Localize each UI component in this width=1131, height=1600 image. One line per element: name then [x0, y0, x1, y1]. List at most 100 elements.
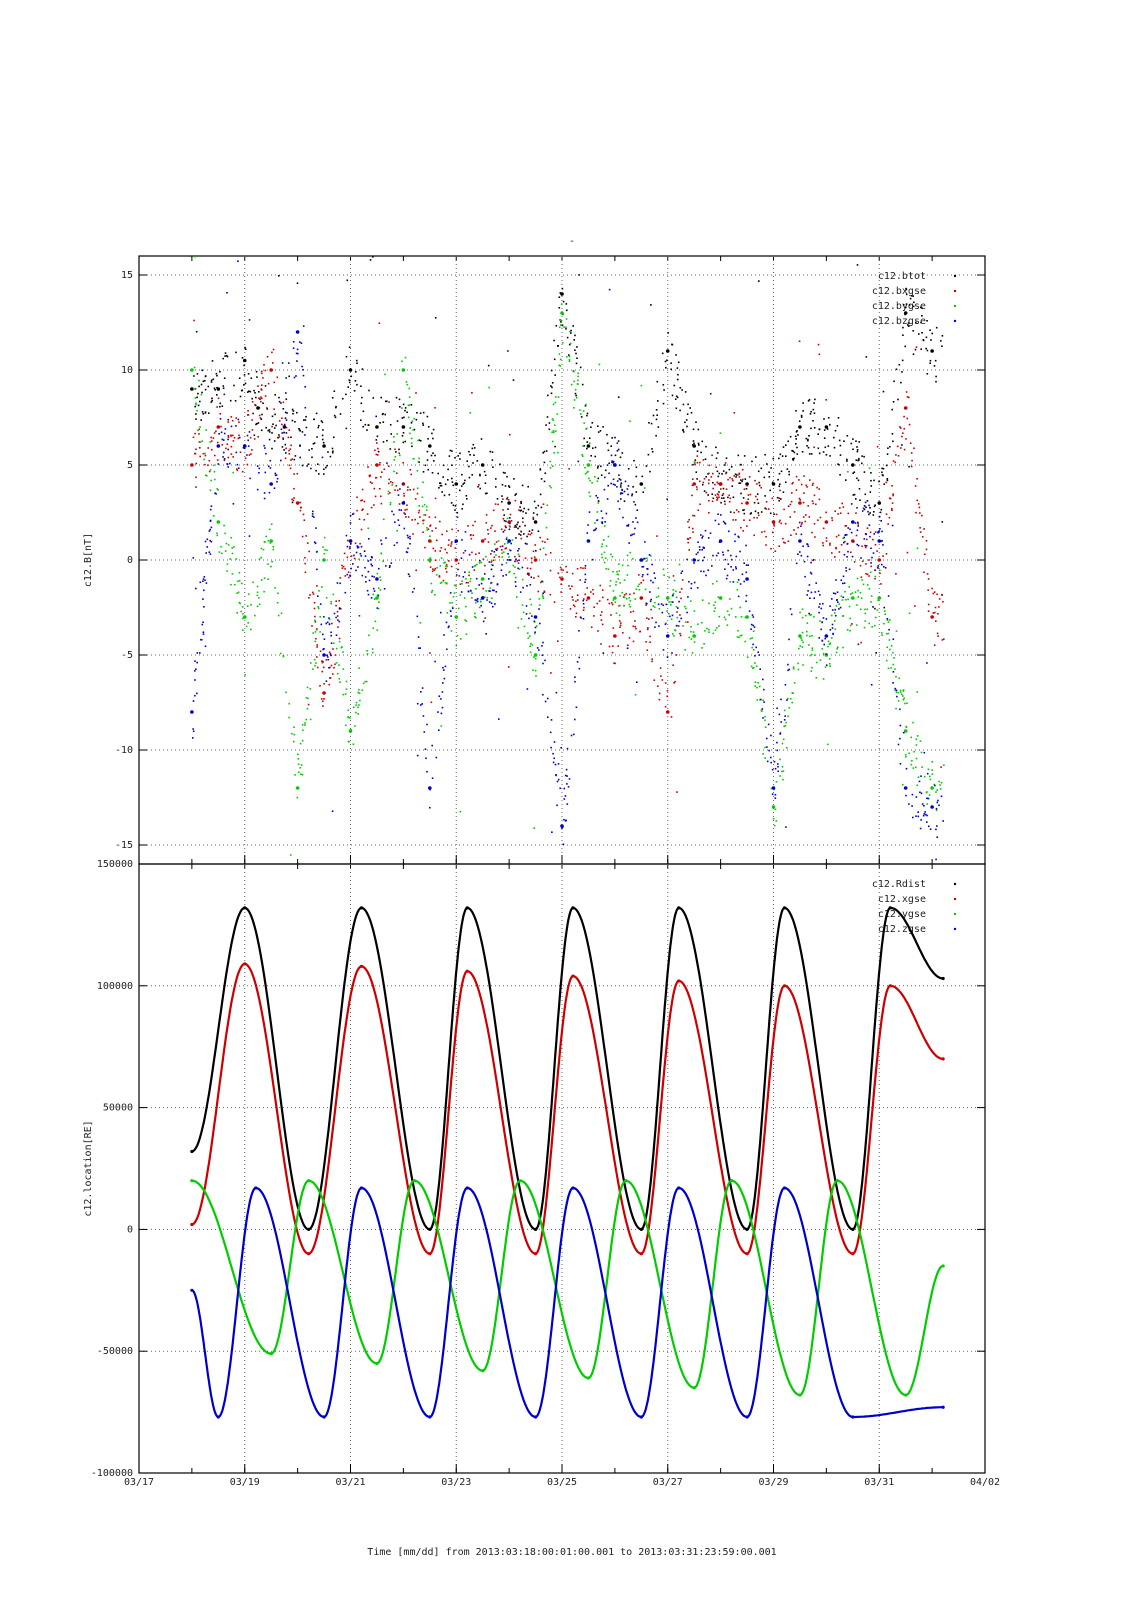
- data-point: [802, 410, 804, 412]
- data-point: [332, 648, 334, 650]
- data-point: [863, 538, 866, 540]
- data-point: [442, 464, 445, 467]
- data-point: [848, 586, 850, 588]
- data-point: [446, 565, 448, 568]
- data-point: [544, 659, 546, 662]
- data-point: [597, 425, 599, 427]
- data-point: [479, 487, 481, 490]
- data-point: [912, 353, 915, 355]
- data-point: [283, 431, 285, 434]
- data-point: [617, 440, 620, 442]
- data-point: [388, 465, 390, 468]
- data-point: [616, 486, 618, 488]
- data-point: [690, 638, 693, 640]
- data-point: [941, 1405, 945, 1409]
- data-point: [300, 506, 302, 509]
- data-point: [712, 583, 714, 585]
- data-point: [204, 540, 207, 543]
- data-point: [512, 379, 515, 381]
- data-point: [575, 397, 578, 399]
- data-point: [568, 343, 571, 346]
- data-point: [437, 472, 439, 475]
- data-point: [334, 416, 337, 419]
- data-point: [416, 470, 419, 472]
- data-point: [738, 476, 741, 478]
- data-point: [722, 554, 725, 556]
- y-axis-label: c12.location[RE]: [83, 1120, 94, 1216]
- data-point: [742, 530, 744, 532]
- data-point: [583, 598, 585, 600]
- data-point: [235, 417, 237, 419]
- data-point: [321, 586, 323, 588]
- data-point: [874, 575, 877, 578]
- data-point: [746, 484, 748, 487]
- data-point: [263, 364, 265, 366]
- data-point: [509, 433, 511, 436]
- data-point: [669, 615, 671, 618]
- data-point: [356, 545, 359, 547]
- data-point: [739, 482, 742, 484]
- data-point: [285, 419, 288, 421]
- data-point: [601, 545, 603, 548]
- data-point: [691, 444, 694, 446]
- data-point: [582, 599, 584, 602]
- data-point: [715, 580, 718, 583]
- data-point: [843, 553, 846, 556]
- data-point: [760, 709, 763, 712]
- data-point: [895, 707, 897, 710]
- data-point: [263, 577, 266, 579]
- data-point: [397, 519, 400, 521]
- trend-point: [692, 482, 696, 486]
- data-point: [260, 556, 262, 559]
- data-point: [690, 587, 692, 590]
- data-point: [520, 502, 522, 505]
- data-point: [291, 419, 294, 422]
- data-point: [869, 512, 871, 514]
- data-point: [308, 550, 310, 553]
- data-point: [250, 453, 252, 455]
- data-point: [339, 413, 342, 415]
- data-point: [440, 581, 443, 584]
- data-point: [490, 553, 492, 555]
- data-point: [421, 505, 424, 508]
- data-point: [392, 513, 395, 516]
- data-point: [277, 614, 280, 617]
- data-point: [703, 643, 705, 645]
- data-point: [416, 487, 419, 490]
- data-point: [194, 432, 196, 435]
- data-point: [650, 555, 652, 557]
- data-point: [824, 446, 827, 449]
- data-point: [495, 478, 497, 480]
- data-point: [842, 646, 844, 649]
- data-point: [545, 553, 547, 556]
- data-point: [570, 734, 573, 737]
- data-point: [856, 507, 858, 509]
- data-point: [534, 544, 536, 546]
- data-point: [603, 551, 606, 554]
- data-point: [295, 352, 298, 355]
- data-point: [251, 429, 254, 431]
- data-point: [311, 513, 314, 515]
- data-point: [718, 496, 720, 498]
- data-point: [367, 560, 370, 562]
- data-point: [230, 583, 232, 586]
- data-point: [401, 417, 404, 419]
- data-point: [366, 653, 369, 655]
- data-point: [252, 581, 254, 584]
- data-point: [475, 577, 478, 580]
- data-point: [839, 454, 842, 456]
- data-point: [855, 534, 858, 537]
- data-point: [865, 573, 867, 575]
- data-point: [260, 400, 262, 403]
- data-point: [612, 461, 614, 464]
- data-point: [519, 506, 521, 508]
- data-point: [472, 443, 475, 446]
- data-point: [684, 605, 686, 608]
- data-point: [224, 532, 226, 535]
- data-point: [274, 474, 277, 477]
- data-point: [361, 368, 364, 370]
- data-point: [288, 702, 290, 705]
- data-point: [688, 636, 690, 639]
- data-point: [471, 566, 474, 568]
- data-point: [565, 768, 568, 771]
